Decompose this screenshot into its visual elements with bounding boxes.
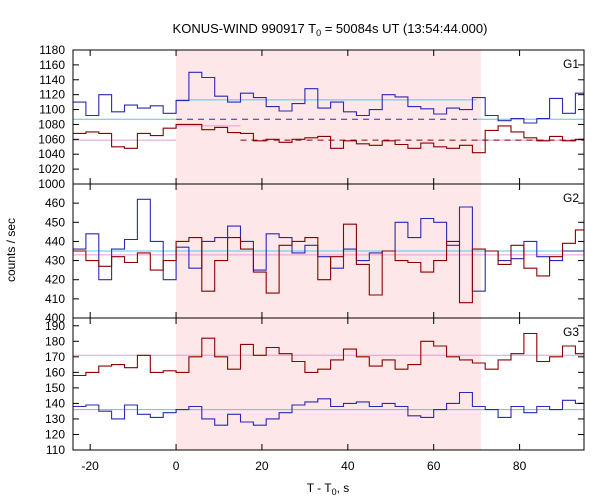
chart-title: KONUS-WIND 990917 T0 = 50084s UT (13:54:… bbox=[173, 21, 488, 38]
y-tick-label: 440 bbox=[45, 234, 65, 248]
y-tick-label: 160 bbox=[45, 365, 65, 379]
y-tick-label: 1120 bbox=[39, 88, 65, 102]
panel-frame-g3 bbox=[72, 317, 585, 451]
reference-lines bbox=[73, 99, 584, 411]
shaded-interval-g1 bbox=[176, 50, 481, 184]
y-tick-label: 1000 bbox=[38, 177, 65, 191]
y-tick-label: 430 bbox=[45, 254, 65, 268]
series-g3-blue bbox=[73, 391, 584, 426]
series-g1-blue bbox=[73, 71, 584, 124]
y-tick-label: 400 bbox=[45, 311, 65, 325]
series-g2-red bbox=[73, 223, 584, 304]
y-tick-label: 420 bbox=[45, 273, 65, 287]
panel-label-g1: G1 bbox=[563, 57, 579, 71]
y-tick-label: 120 bbox=[45, 427, 65, 441]
panel-label-g3: G3 bbox=[563, 325, 579, 339]
x-tick-label: 60 bbox=[427, 459, 441, 473]
x-tick-label: 0 bbox=[173, 459, 180, 473]
frame-layer bbox=[72, 49, 585, 451]
x-axis-label: T - T0, s bbox=[307, 481, 350, 497]
series-g3-red bbox=[73, 332, 584, 377]
y-tick-label: 180 bbox=[45, 334, 65, 348]
y-tick-label: 1160 bbox=[39, 58, 65, 72]
y-tick-label: 170 bbox=[45, 350, 65, 364]
y-tick-label: 410 bbox=[45, 292, 65, 306]
shade-layer bbox=[176, 50, 481, 450]
y-tick-label: 450 bbox=[45, 215, 65, 229]
y-tick-label: 1040 bbox=[38, 147, 65, 161]
x-tick-label: 40 bbox=[341, 459, 355, 473]
x-tick-label: 80 bbox=[513, 459, 527, 473]
x-tick-label: -20 bbox=[82, 459, 100, 473]
y-tick-label: 1060 bbox=[38, 132, 65, 146]
x-tick-label: 20 bbox=[255, 459, 269, 473]
y-tick-label: 140 bbox=[45, 396, 65, 410]
y-axis-label: counts / sec bbox=[4, 218, 18, 282]
shaded-interval-g3 bbox=[176, 318, 481, 450]
panel-label-g2: G2 bbox=[563, 191, 579, 205]
y-tick-label: 460 bbox=[45, 196, 65, 210]
y-tick-label: 1140 bbox=[39, 73, 65, 87]
series-layer bbox=[73, 71, 584, 426]
y-tick-label: 110 bbox=[46, 443, 65, 457]
y-tick-label: 130 bbox=[45, 412, 65, 426]
y-tick-label: 1180 bbox=[39, 43, 65, 57]
y-tick-label: 1100 bbox=[39, 103, 65, 117]
y-tick-label: 1080 bbox=[38, 117, 65, 131]
y-tick-label: 150 bbox=[45, 381, 65, 395]
y-tick-label: 190 bbox=[45, 319, 65, 333]
y-tick-label: 1020 bbox=[38, 162, 65, 176]
series-g1-red bbox=[73, 123, 584, 154]
ticks-layer: G110001020104010601080110011201140116011… bbox=[38, 43, 584, 473]
